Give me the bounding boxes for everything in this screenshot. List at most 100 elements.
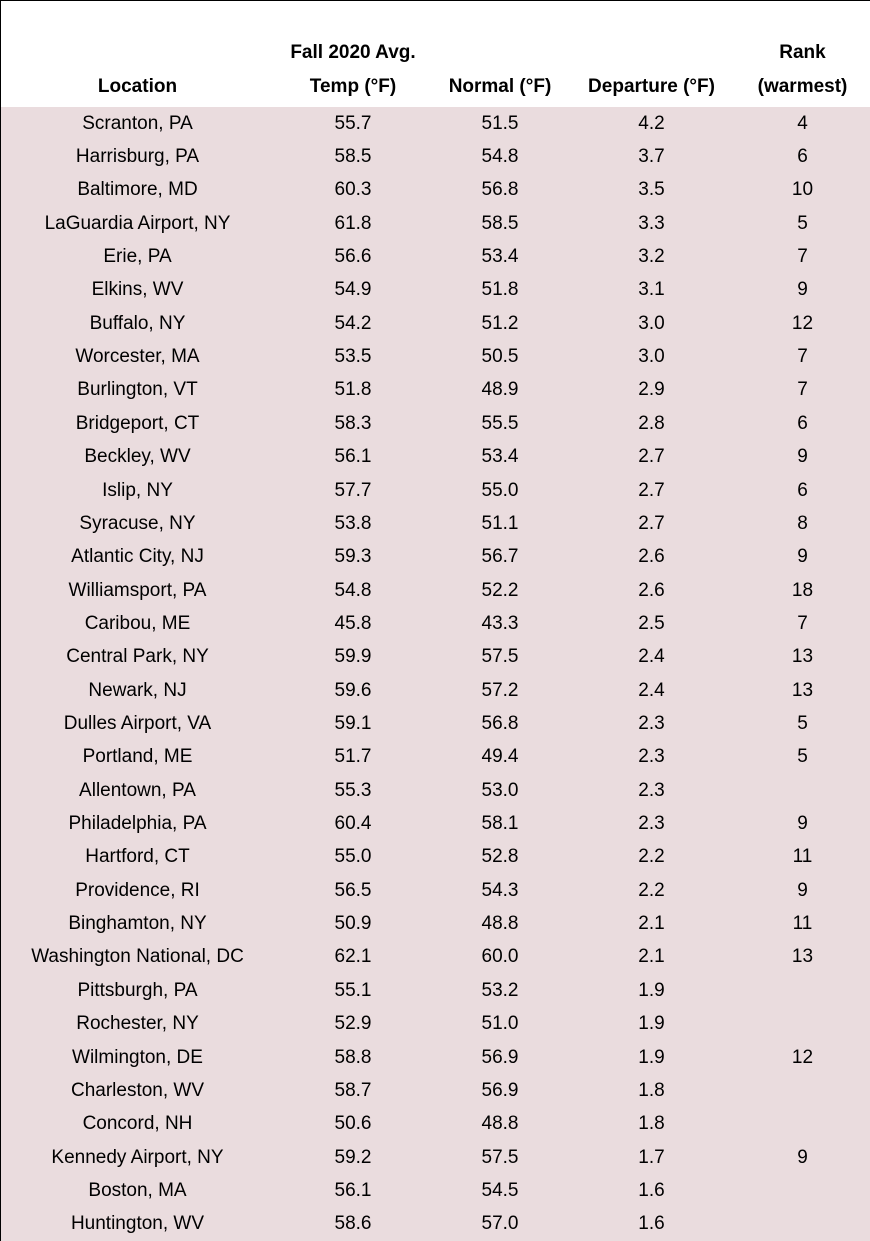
value-cell: 5: [735, 207, 870, 242]
value-cell: 7: [735, 607, 870, 642]
value-cell: [735, 1107, 870, 1142]
value-cell: 60.4: [274, 807, 433, 842]
value-cell: 54.2: [274, 307, 433, 342]
location-cell: Harrisburg, PA: [0, 140, 275, 175]
value-cell: 53.8: [274, 507, 433, 542]
value-cell: 1.7: [568, 1140, 736, 1176]
location-cell: Rochester, NY: [0, 1007, 275, 1042]
value-cell: 3.1: [568, 273, 736, 309]
value-cell: 54.9: [274, 273, 433, 309]
value-cell: 3.3: [568, 207, 736, 242]
value-cell: 56.9: [432, 1040, 569, 1076]
value-cell: 56.1: [274, 1174, 433, 1209]
location-cell: Scranton, PA: [0, 107, 275, 142]
value-cell: 6: [735, 473, 870, 509]
value-cell: 58.5: [432, 207, 569, 242]
value-cell: 56.1: [274, 440, 433, 475]
location-cell: Providence, RI: [0, 874, 275, 909]
value-cell: 2.1: [568, 940, 736, 976]
header-text: Location: [97, 76, 178, 97]
value-cell: 3.0: [568, 307, 736, 342]
value-cell: 60.0: [432, 940, 569, 976]
value-cell: 51.8: [432, 273, 569, 309]
value-cell: 54.3: [432, 874, 569, 909]
location-cell: Bridgeport, CT: [0, 407, 275, 442]
header-cell: Departure (°F): [568, 0, 736, 108]
header-cell: Normal (°F): [432, 0, 569, 108]
value-cell: 56.8: [432, 707, 569, 742]
header-cell: Location: [0, 0, 275, 108]
header-cell: Rank (warmest): [735, 0, 870, 108]
value-cell: 12: [735, 307, 870, 342]
value-cell: 49.4: [432, 740, 569, 776]
value-cell: 2.5: [568, 607, 736, 642]
location-cell: Syracuse, NY: [0, 507, 275, 542]
value-cell: 54.5: [432, 1174, 569, 1209]
location-cell: Baltimore, MD: [0, 173, 275, 209]
value-cell: 1.8: [568, 1107, 736, 1142]
value-cell: [735, 1207, 870, 1241]
value-cell: 5: [735, 707, 870, 742]
value-cell: 50.5: [432, 340, 569, 375]
value-cell: 51.8: [274, 373, 433, 409]
value-cell: 58.1: [432, 807, 569, 842]
header-text: Normal (°F): [448, 76, 552, 97]
header-text: Temp (°F): [309, 76, 397, 97]
value-cell: 7: [735, 340, 870, 375]
header-text: Fall 2020 Avg.: [290, 42, 416, 63]
value-cell: 52.2: [432, 573, 569, 609]
location-cell: Huntington, WV: [0, 1207, 275, 1241]
location-cell: Binghamton, NY: [0, 907, 275, 942]
value-cell: 56.8: [432, 173, 569, 209]
value-cell: 9: [735, 874, 870, 909]
value-cell: 3.0: [568, 340, 736, 375]
value-cell: 2.3: [568, 774, 736, 809]
location-cell: Dulles Airport, VA: [0, 707, 275, 742]
location-cell: Beckley, WV: [0, 440, 275, 475]
value-cell: [735, 1074, 870, 1109]
value-cell: 58.3: [274, 407, 433, 442]
value-cell: 50.6: [274, 1107, 433, 1142]
value-cell: 55.1: [274, 974, 433, 1009]
value-cell: [735, 774, 870, 809]
location-cell: LaGuardia Airport, NY: [0, 207, 275, 242]
value-cell: 2.7: [568, 440, 736, 475]
value-cell: 2.3: [568, 807, 736, 842]
location-cell: Islip, NY: [0, 473, 275, 509]
value-cell: 2.1: [568, 907, 736, 942]
location-cell: Elkins, WV: [0, 273, 275, 309]
value-cell: 59.9: [274, 640, 433, 675]
value-cell: 4.2: [568, 107, 736, 142]
location-cell: Newark, NJ: [0, 674, 275, 709]
value-cell: 58.8: [274, 1040, 433, 1076]
value-cell: 7: [735, 240, 870, 275]
value-cell: 9: [735, 273, 870, 309]
header-text: Rank: [779, 42, 826, 63]
value-cell: 53.2: [432, 974, 569, 1009]
value-cell: 58.5: [274, 140, 433, 175]
value-cell: 9: [735, 1140, 870, 1176]
value-cell: 1.9: [568, 1040, 736, 1076]
value-cell: 11: [735, 840, 870, 876]
value-cell: 9: [735, 540, 870, 575]
value-cell: 53.5: [274, 340, 433, 375]
location-cell: Wilmington, DE: [0, 1040, 275, 1076]
value-cell: 13: [735, 674, 870, 709]
location-cell: Caribou, ME: [0, 607, 275, 642]
value-cell: 57.5: [432, 640, 569, 675]
location-cell: Erie, PA: [0, 240, 275, 275]
value-cell: 2.6: [568, 540, 736, 575]
location-cell: Pittsburgh, PA: [0, 974, 275, 1009]
value-cell: 12: [735, 1040, 870, 1076]
value-cell: 59.2: [274, 1140, 433, 1176]
value-cell: 1.8: [568, 1074, 736, 1109]
value-cell: 1.6: [568, 1207, 736, 1241]
value-cell: 2.9: [568, 373, 736, 409]
value-cell: 55.0: [432, 473, 569, 509]
location-cell: Concord, NH: [0, 1107, 275, 1142]
location-cell: Williamsport, PA: [0, 573, 275, 609]
value-cell: 52.9: [274, 1007, 433, 1042]
value-cell: 5: [735, 740, 870, 776]
value-cell: 8: [735, 507, 870, 542]
value-cell: 2.4: [568, 674, 736, 709]
